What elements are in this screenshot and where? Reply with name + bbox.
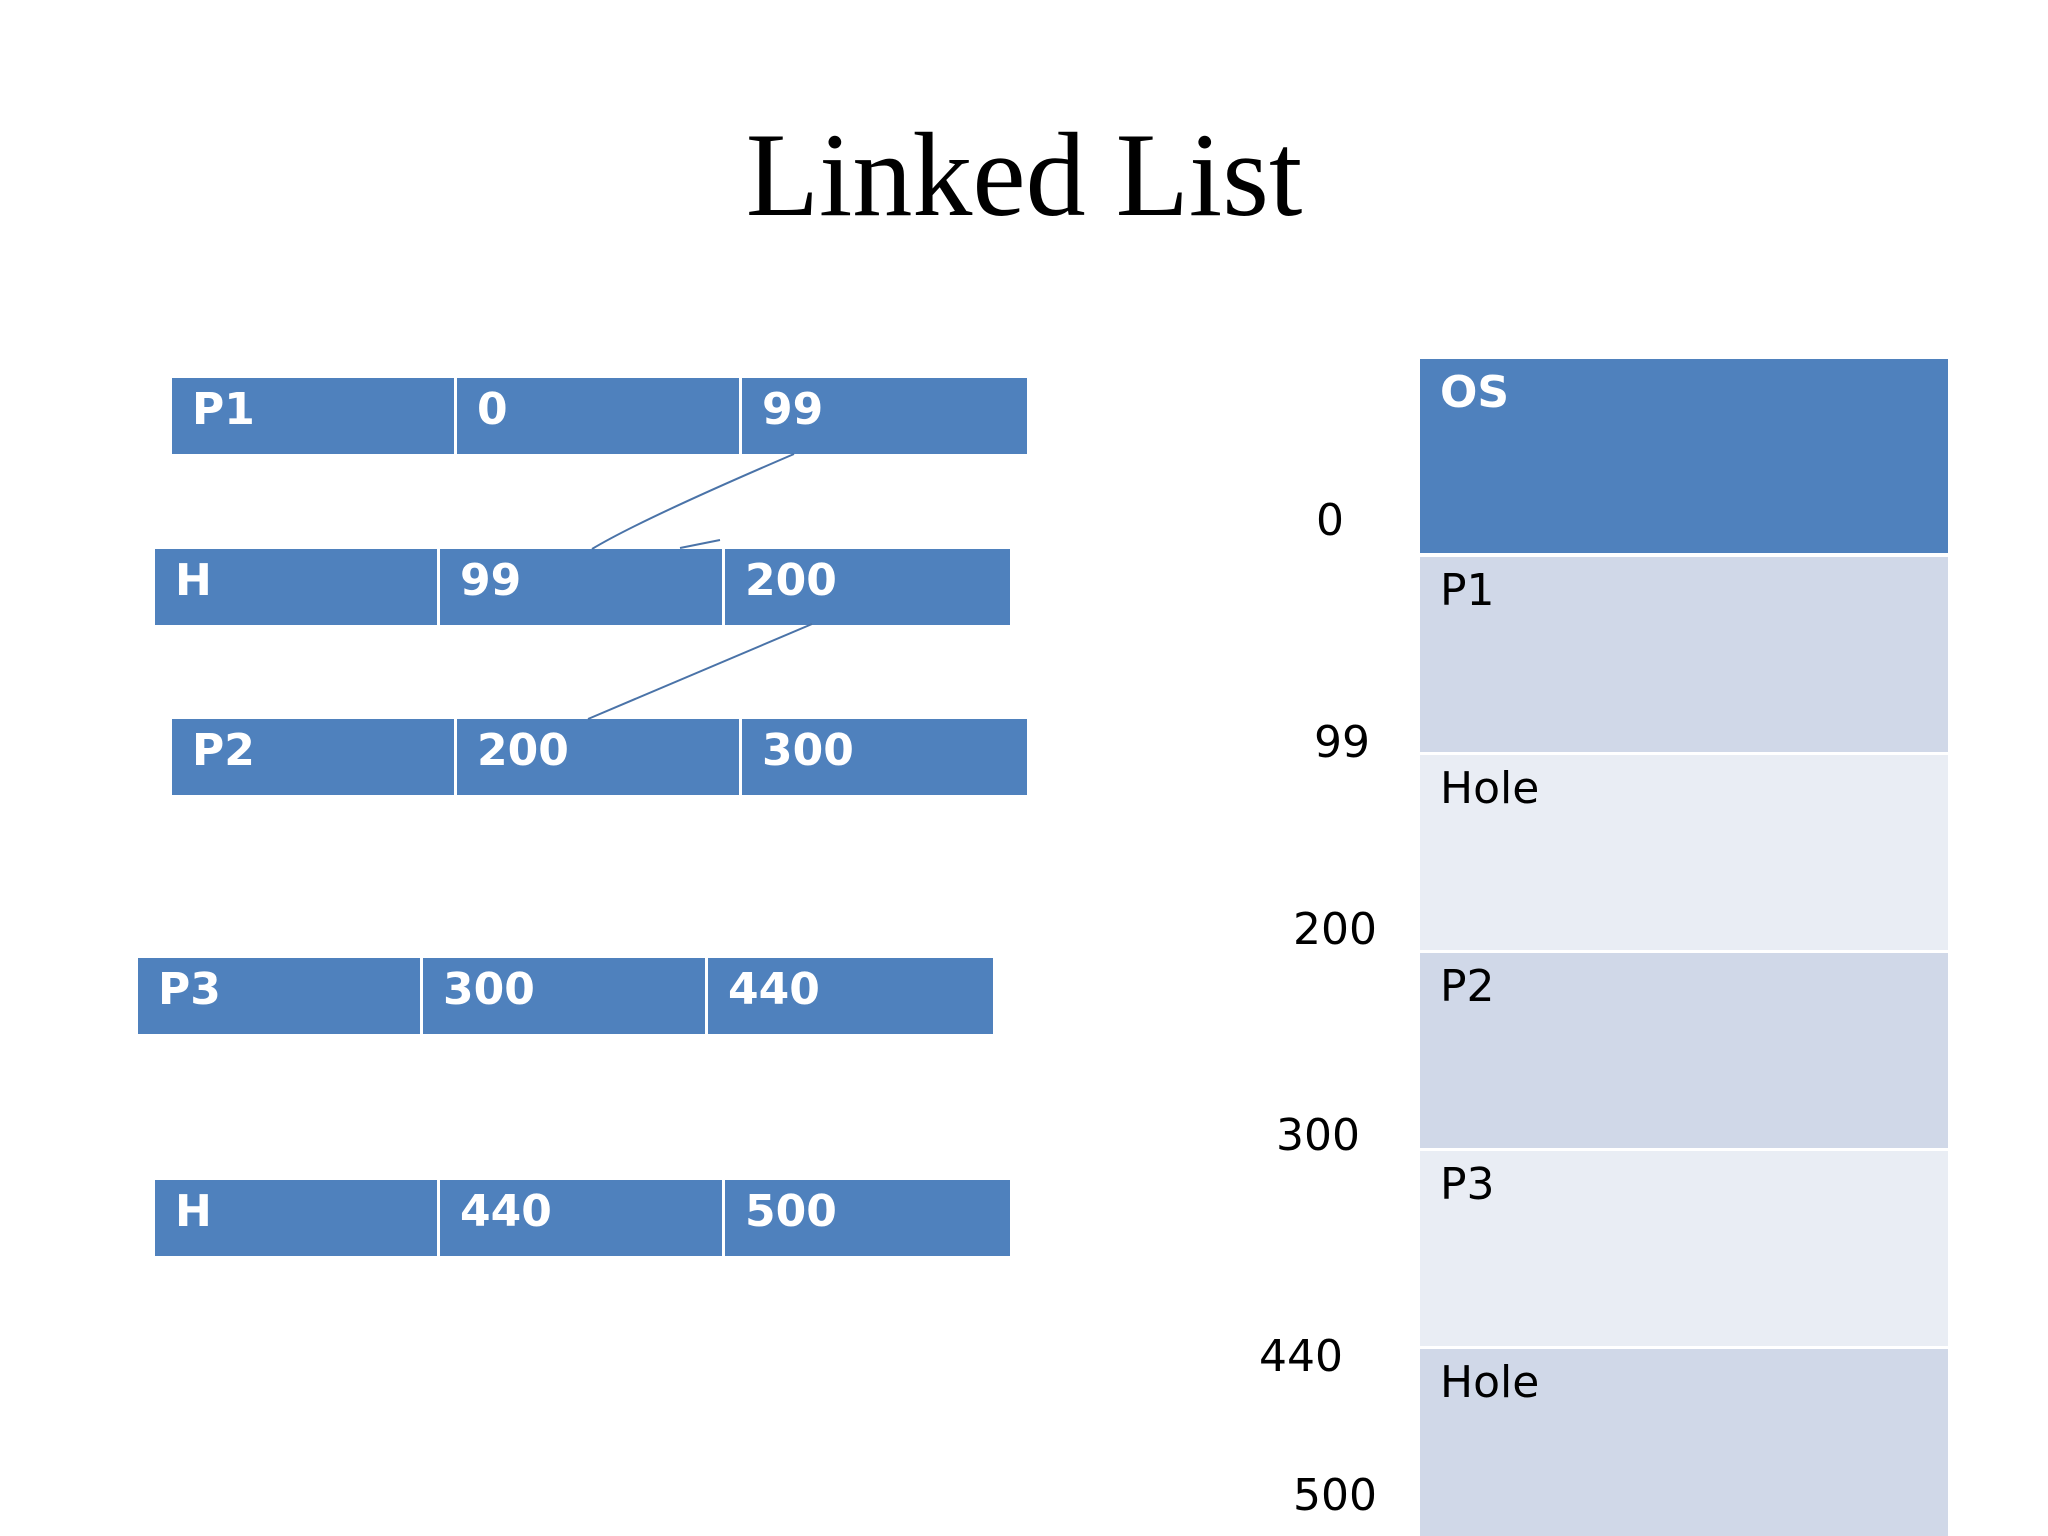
address-label: 500 (1293, 1470, 1377, 1521)
memory-block-hole-1: Hole (1420, 755, 1948, 950)
memory-block-hole-2: Hole (1420, 1349, 1948, 1536)
list-node-p1: P1 0 99 (172, 378, 1027, 454)
list-node-p2: P2 200 300 (172, 719, 1027, 795)
node-end: 440 (708, 958, 993, 1034)
memory-block-label: P1 (1440, 565, 1495, 616)
node-end: 99 (742, 378, 1027, 454)
address-label: 440 (1259, 1331, 1343, 1382)
memory-block-os: OS (1420, 359, 1948, 553)
memory-block-p2: P2 (1420, 953, 1948, 1148)
node-start: 200 (457, 719, 742, 795)
node-label: P2 (172, 719, 457, 795)
node-label: P1 (172, 378, 457, 454)
list-node-hole-1: H 99 200 (155, 549, 1010, 625)
node-end: 300 (742, 719, 1027, 795)
page-title: Linked List (745, 108, 1303, 241)
node-start: 99 (440, 549, 725, 625)
address-label: 300 (1276, 1110, 1360, 1161)
memory-block-label: Hole (1440, 1357, 1540, 1408)
memory-block-label: OS (1440, 367, 1510, 418)
node-start: 440 (440, 1180, 725, 1256)
node-start: 300 (423, 958, 708, 1034)
address-label: 99 (1314, 717, 1370, 768)
node-end: 500 (725, 1180, 1010, 1256)
memory-block-label: P2 (1440, 961, 1495, 1012)
connector-tick (679, 539, 721, 549)
connector-hole-to-p2 (587, 623, 813, 720)
list-node-hole-2: H 440 500 (155, 1180, 1010, 1256)
node-label: H (155, 549, 440, 625)
node-label: H (155, 1180, 440, 1256)
memory-block-p3: P3 (1420, 1151, 1948, 1346)
address-label: 0 (1316, 495, 1344, 546)
node-start: 0 (457, 378, 742, 454)
node-end: 200 (725, 549, 1010, 625)
memory-block-label: Hole (1440, 763, 1540, 814)
memory-block-label: P3 (1440, 1159, 1495, 1210)
node-label: P3 (138, 958, 423, 1034)
list-node-p3: P3 300 440 (138, 958, 993, 1034)
address-label: 200 (1293, 904, 1377, 955)
memory-block-p1: P1 (1420, 557, 1948, 752)
connector-p1-to-hole (591, 453, 795, 550)
